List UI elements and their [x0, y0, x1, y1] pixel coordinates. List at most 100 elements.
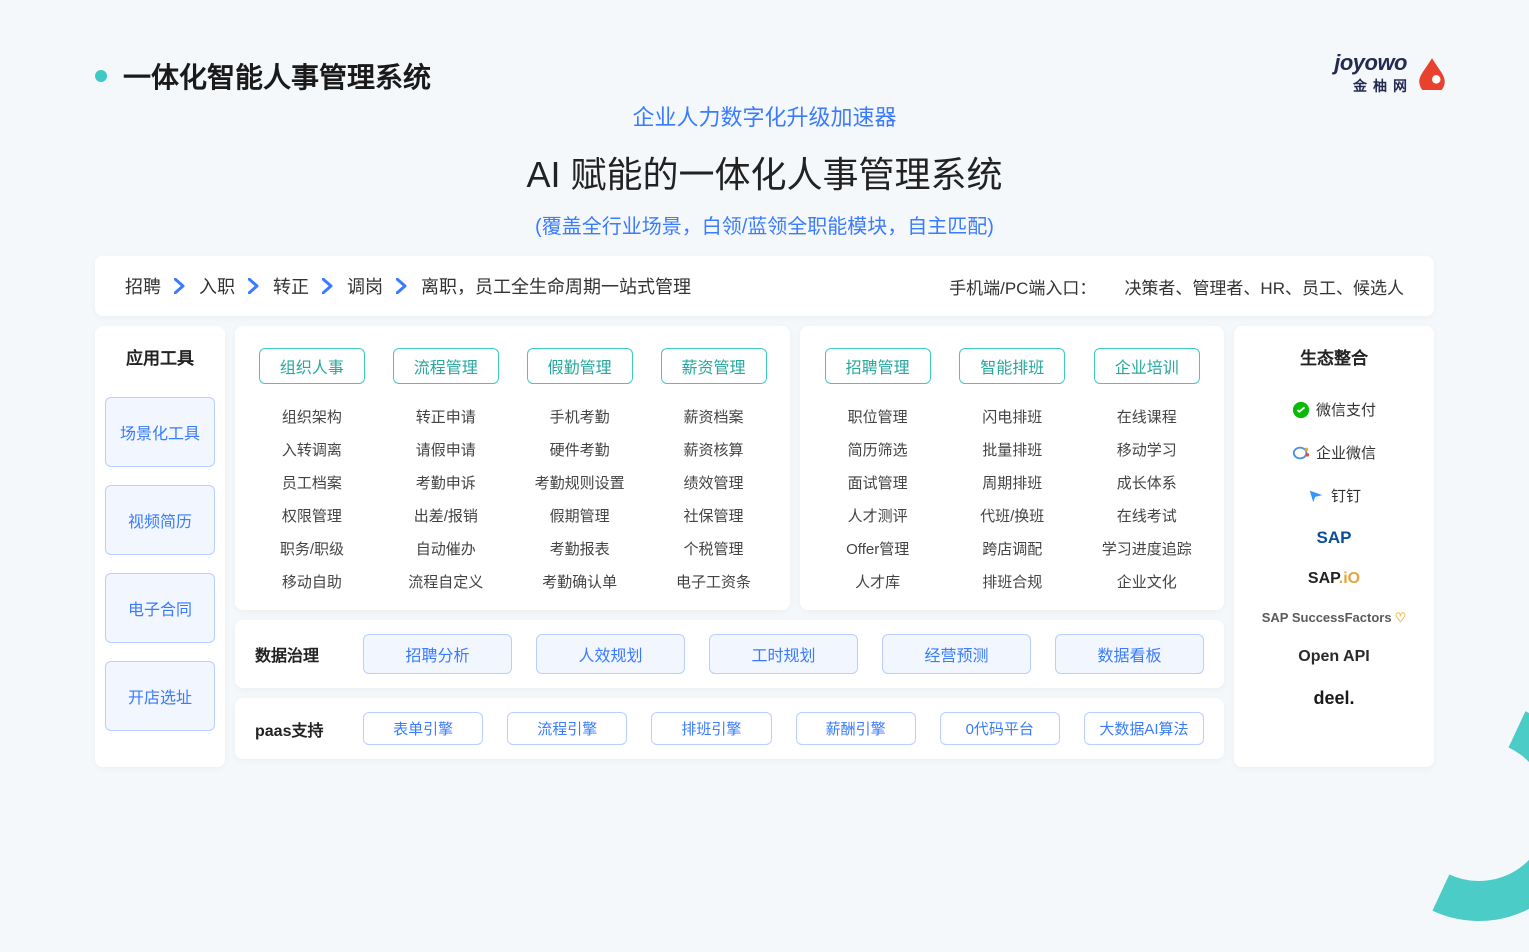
- sapio-logo-icon: SAP.iO: [1308, 570, 1360, 588]
- lifecycle-steps: 招聘 入职 转正 调岗 离职，员工全生命周期一站式管理: [125, 273, 691, 299]
- hero-kicker: 企业人力数字化升级加速器: [0, 100, 1529, 132]
- module-item: 代班/换班: [980, 505, 1044, 526]
- ecosystem-title: 生态整合: [1248, 344, 1420, 369]
- paas-pill[interactable]: 0代码平台: [940, 712, 1060, 745]
- tools-sidebar: 应用工具 场景化工具 视频简历 电子合同 开店选址: [95, 326, 225, 767]
- module-item: 周期排班: [982, 472, 1042, 493]
- ecosystem-item-wechat-pay: 微信支付: [1248, 399, 1420, 420]
- module-item: 自动催办: [416, 538, 476, 559]
- module-item: 考勤规则设置: [535, 472, 625, 493]
- ecosystem-item-openapi: Open API: [1248, 648, 1420, 666]
- tool-econtract[interactable]: 电子合同: [105, 573, 215, 643]
- chevron-right-icon: [247, 279, 261, 293]
- lifecycle-step: 转正: [273, 273, 309, 299]
- entry-label: 手机端/PC端入口：: [949, 274, 1096, 299]
- module-item: 移动自助: [282, 571, 342, 592]
- data-governance-row: 数据治理 招聘分析人效规划工时规划经营预测数据看板: [235, 620, 1224, 688]
- center-block: 组织人事组织架构入转调离员工档案权限管理职务/职级移动自助流程管理转正申请请假申…: [235, 326, 1224, 767]
- ecosystem-card: 生态整合 微信支付企业微信钉钉 SAP SAP.iO SAP SuccessFacto…: [1234, 326, 1434, 767]
- paas-label: paas支持: [255, 717, 345, 741]
- module-item: 假期管理: [550, 505, 610, 526]
- module-item: 职务/职级: [280, 538, 344, 559]
- module-column: 企业培训在线课程移动学习成长体系在线考试学习进度追踪企业文化: [1083, 348, 1210, 592]
- module-item: 绩效管理: [684, 472, 744, 493]
- wechat-pay-icon: [1292, 401, 1310, 419]
- module-column: 流程管理转正申请请假申请考勤申诉出差/报销自动催办流程自定义: [383, 348, 509, 592]
- paas-row: paas支持 表单引擎流程引擎排班引擎薪酬引擎 0代码平台大数据AI算法: [235, 698, 1224, 759]
- module-header: 流程管理: [393, 348, 499, 384]
- paas-pill[interactable]: 薪酬引擎: [796, 712, 916, 745]
- module-item: 社保管理: [684, 505, 744, 526]
- tool-scene[interactable]: 场景化工具: [105, 397, 215, 467]
- module-item: 面试管理: [848, 472, 908, 493]
- hero-main: AI 赋能的一体化人事管理系统: [0, 146, 1529, 198]
- lifecycle-bar: 招聘 入职 转正 调岗 离职，员工全生命周期一站式管理 手机端/PC端入口： 决…: [95, 256, 1434, 316]
- ecosystem-label: 钉钉: [1331, 485, 1361, 506]
- module-item: 流程自定义: [408, 571, 483, 592]
- ecosystem-list: 微信支付企业微信钉钉 SAP SAP.iO SAP SuccessFactors♡ Op…: [1248, 399, 1420, 709]
- wecom-icon: [1292, 444, 1310, 462]
- tool-video-resume[interactable]: 视频简历: [105, 485, 215, 555]
- module-item: 考勤确认单: [542, 571, 617, 592]
- ecosystem-item-wecom: 企业微信: [1248, 442, 1420, 463]
- deel-logo-icon: deel.: [1313, 688, 1354, 709]
- module-column: 招聘管理职位管理简历筛选面试管理人才测评Offer管理人才库: [814, 348, 941, 592]
- module-item: 出差/报销: [414, 505, 478, 526]
- paas-pill[interactable]: 表单引擎: [363, 712, 483, 745]
- governance-pill[interactable]: 工时规划: [709, 634, 858, 674]
- module-item: 学习进度追踪: [1102, 538, 1192, 559]
- successfactors-logo-icon: SAP SuccessFactors♡: [1262, 610, 1407, 626]
- module-item: 排班合规: [982, 571, 1042, 592]
- module-item: 成长体系: [1117, 472, 1177, 493]
- module-item: 权限管理: [282, 505, 342, 526]
- paas-pill[interactable]: 排班引擎: [651, 712, 771, 745]
- module-header: 组织人事: [259, 348, 365, 384]
- governance-pill[interactable]: 数据看板: [1055, 634, 1204, 674]
- module-item: Offer管理: [846, 538, 909, 559]
- brand-sub: 金柚网: [1353, 76, 1413, 96]
- module-column: 组织人事组织架构入转调离员工档案权限管理职务/职级移动自助: [249, 348, 375, 592]
- lifecycle-step: 入职: [199, 273, 235, 299]
- module-item: 在线考试: [1117, 505, 1177, 526]
- module-item: 员工档案: [282, 472, 342, 493]
- entry-roles: 决策者、管理者、HR、员工、候选人: [1124, 274, 1404, 299]
- module-item: 人才库: [855, 571, 900, 592]
- header-dot-icon: [95, 70, 107, 82]
- module-item: 考勤申诉: [416, 472, 476, 493]
- module-item: 闪电排班: [982, 406, 1042, 427]
- module-header: 企业培训: [1094, 348, 1200, 384]
- module-item: 个税管理: [684, 538, 744, 559]
- module-item: 跨店调配: [982, 538, 1042, 559]
- module-item: 薪资档案: [684, 406, 744, 427]
- ecosystem-item-sapio: SAP.iO: [1248, 570, 1420, 588]
- governance-pill[interactable]: 招聘分析: [363, 634, 512, 674]
- modules-card-right: 招聘管理职位管理简历筛选面试管理人才测评Offer管理人才库智能排班闪电排班批量…: [800, 326, 1224, 610]
- ecosystem-item-dingtalk: 钉钉: [1248, 485, 1420, 506]
- paas-pills: 表单引擎流程引擎排班引擎薪酬引擎 0代码平台大数据AI算法: [363, 712, 1204, 745]
- main-panel: 应用工具 场景化工具 视频简历 电子合同 开店选址 组织人事组织架构入转调离员工…: [95, 326, 1434, 767]
- module-item: 请假申请: [416, 439, 476, 460]
- paas-pill[interactable]: 大数据AI算法: [1084, 712, 1204, 745]
- ecosystem-item-sap: SAP: [1248, 528, 1420, 548]
- module-column: 智能排班闪电排班批量排班周期排班代班/换班跨店调配排班合规: [949, 348, 1076, 592]
- hero-section: 企业人力数字化升级加速器 AI 赋能的一体化人事管理系统 (覆盖全行业场景，白领…: [0, 100, 1529, 239]
- module-column: 假勤管理手机考勤硬件考勤考勤规则设置假期管理考勤报表考勤确认单: [517, 348, 643, 592]
- tool-site-selection[interactable]: 开店选址: [105, 661, 215, 731]
- module-item: 人才测评: [848, 505, 908, 526]
- governance-pill[interactable]: 经营预测: [882, 634, 1031, 674]
- paas-pill[interactable]: 流程引擎: [507, 712, 627, 745]
- lifecycle-right: 手机端/PC端入口： 决策者、管理者、HR、员工、候选人: [949, 274, 1404, 299]
- module-header: 招聘管理: [825, 348, 931, 384]
- module-item: 手机考勤: [550, 406, 610, 427]
- module-item: 薪资核算: [684, 439, 744, 460]
- openapi-label: Open API: [1298, 648, 1369, 666]
- module-item: 移动学习: [1117, 439, 1177, 460]
- module-item: 组织架构: [282, 406, 342, 427]
- ecosystem-item-successfactors: SAP SuccessFactors♡: [1248, 610, 1420, 626]
- module-item: 企业文化: [1117, 571, 1177, 592]
- page-title: 一体化智能人事管理系统: [123, 56, 431, 96]
- chevron-right-icon: [173, 279, 187, 293]
- brand-name: joyowo: [1334, 50, 1407, 76]
- module-item: 在线课程: [1117, 406, 1177, 427]
- governance-pill[interactable]: 人效规划: [536, 634, 685, 674]
